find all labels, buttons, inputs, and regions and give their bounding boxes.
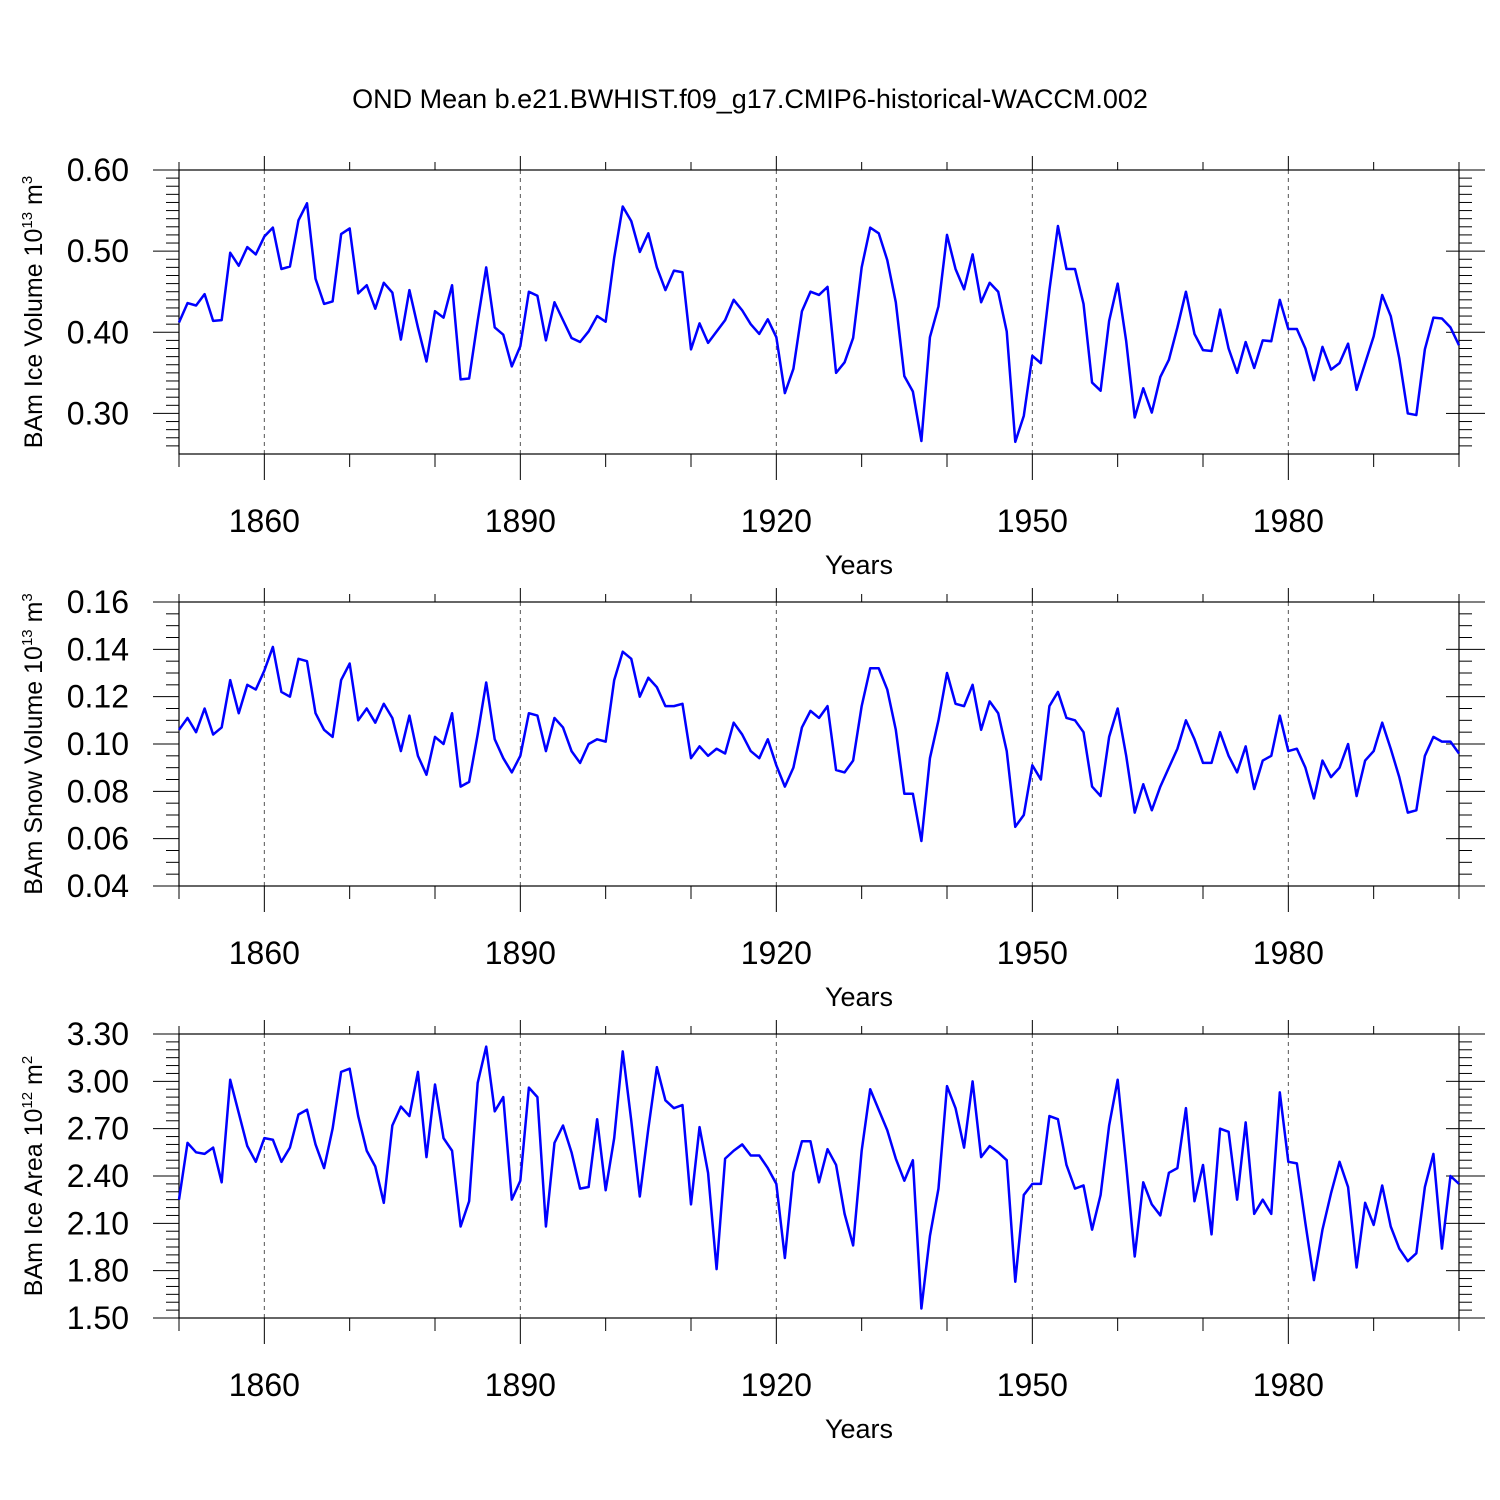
series-line — [177, 1045, 1460, 1310]
plot-frame — [178, 1033, 1460, 1319]
plot-frame — [178, 169, 1460, 455]
x-tick-label: 1890 — [485, 503, 556, 539]
x-tick-label: 1980 — [1253, 935, 1324, 971]
panel-ice-volume: 0.30 0.40 0.50 0.60 1860 1890 1920 1950 1980 Year… — [19, 152, 1485, 580]
y-tick-label: 0.10 — [67, 726, 129, 762]
y-axis-label: BAm Snow Volume 1013 m3 — [19, 593, 48, 895]
y-axis-label-unit-exponent: 3 — [19, 593, 36, 601]
y-axis-label-unit: m — [20, 602, 48, 630]
y-axis-label-exponent: 13 — [19, 629, 36, 646]
y-tick-label: 0.50 — [67, 233, 129, 269]
y-axis-label-unit: m — [20, 184, 48, 212]
x-tick-label: 1950 — [997, 503, 1068, 539]
figure-title: OND Mean b.e21.BWHIST.f09_g17.CMIP6-hist… — [352, 84, 1148, 114]
y-axis-label-main: BAm Snow Volume 10 — [20, 646, 48, 895]
y-axis-label: BAm Ice Volume 1013 m3 — [19, 176, 48, 448]
x-tick-label: 1980 — [1253, 1367, 1324, 1403]
y-tick-label: 1.50 — [67, 1300, 129, 1336]
y-tick-label: 0.40 — [67, 314, 129, 350]
x-axis-label: Years — [825, 982, 893, 1012]
y-axis-label-main: BAm Ice Area 10 — [20, 1109, 48, 1297]
x-tick-label: 1860 — [229, 1367, 300, 1403]
y-axis-label-main: BAm Ice Volume 10 — [20, 229, 48, 449]
y-axis-label-unit: m — [20, 1064, 48, 1092]
x-tick-label: 1920 — [741, 503, 812, 539]
x-axis-label: Years — [825, 550, 893, 580]
y-tick-label: 3.30 — [67, 1016, 129, 1052]
x-tick-label: 1860 — [229, 503, 300, 539]
y-axis-label-exponent: 13 — [19, 212, 36, 229]
x-tick-label: 1920 — [741, 1367, 812, 1403]
y-tick-label: 0.12 — [67, 679, 129, 715]
y-axis-label-unit-exponent: 3 — [19, 176, 36, 184]
y-tick-label: 0.08 — [67, 773, 129, 809]
y-tick-label: 2.40 — [67, 1158, 129, 1194]
x-tick-label: 1860 — [229, 935, 300, 971]
y-tick-label: 0.16 — [67, 584, 129, 620]
panel-ice-area: 1.50 1.80 2.10 2.40 2.70 3.00 3.30 1860 1890 1920… — [19, 1016, 1485, 1444]
y-tick-label: 3.00 — [67, 1063, 129, 1099]
series-line — [177, 202, 1461, 444]
y-tick-label: 2.10 — [67, 1205, 129, 1241]
x-tick-label: 1980 — [1253, 503, 1324, 539]
panel-snow-volume: 0.04 0.06 0.08 0.10 0.12 0.14 0.16 1860 1890 1920… — [19, 584, 1485, 1012]
y-axis-label-exponent: 12 — [19, 1092, 36, 1109]
x-tick-label: 1950 — [997, 935, 1068, 971]
y-tick-label: 1.80 — [67, 1253, 129, 1289]
y-axis-label: BAm Ice Area 1012 m2 — [19, 1056, 48, 1296]
y-tick-label: 0.06 — [67, 821, 129, 857]
x-tick-label: 1890 — [485, 935, 556, 971]
x-axis-label: Years — [825, 1414, 893, 1444]
x-tick-label: 1950 — [997, 1367, 1068, 1403]
series-line — [177, 645, 1461, 843]
y-tick-label: 0.30 — [67, 395, 129, 431]
y-tick-label: 0.04 — [67, 868, 129, 904]
x-tick-label: 1920 — [741, 935, 812, 971]
plot-frame — [178, 601, 1460, 887]
y-axis-label-unit-exponent: 2 — [19, 1056, 36, 1064]
y-tick-label: 0.14 — [67, 631, 129, 667]
y-tick-label: 2.70 — [67, 1111, 129, 1147]
y-tick-label: 0.60 — [67, 152, 129, 188]
x-tick-label: 1890 — [485, 1367, 556, 1403]
